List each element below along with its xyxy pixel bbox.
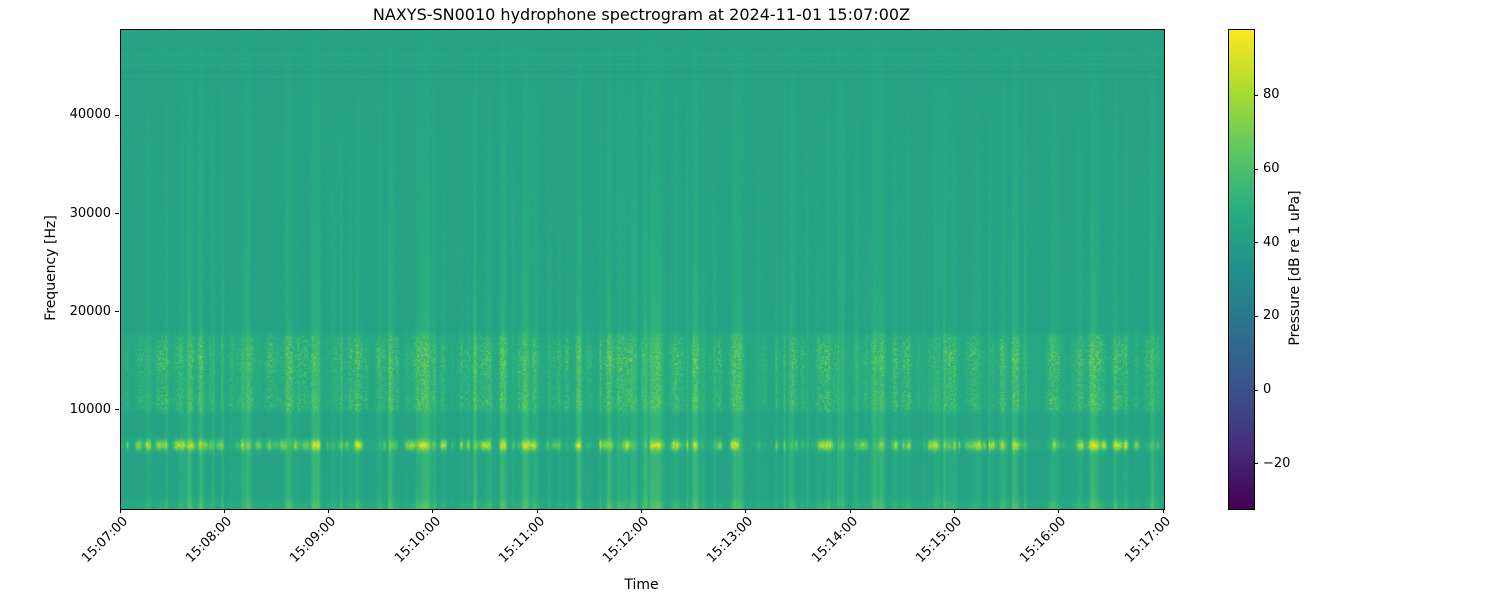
colorbar-tick-label: 40 [1263,234,1280,250]
x-tick-mark [432,509,434,513]
x-tick-label: 15:08:00 [183,514,235,566]
colorbar-tick-mark [1254,242,1258,244]
plot-title: NAXYS-SN0010 hydrophone spectrogram at 2… [372,5,911,24]
colorbar-tick-mark [1254,389,1258,391]
x-tick-label: 15:11:00 [495,514,548,566]
colorbar-tick-mark [1254,463,1258,465]
colorbar-tick-label: 0 [1263,382,1272,398]
y-tick-label: 40000 [69,107,111,123]
x-tick-label: 15:16:00 [1017,514,1070,566]
colorbar-tick-label: −20 [1263,455,1291,471]
x-tick-mark [223,509,225,513]
y-tick-label: 10000 [69,401,111,417]
x-tick-mark [536,509,538,513]
x-tick-label: 15:07:00 [78,514,131,566]
colorbar-tick-mark [1254,94,1258,96]
spectrogram-canvas [121,30,1164,509]
x-tick-mark [953,509,955,513]
x-tick-mark [1162,509,1164,513]
y-tick-mark [115,213,119,215]
y-tick-mark [115,311,119,313]
y-tick-label: 20000 [69,303,111,319]
colorbar [1228,29,1255,510]
x-tick-label: 15:15:00 [913,514,965,566]
y-tick-label: 30000 [69,205,111,221]
x-tick-mark [849,509,851,513]
x-tick-mark [745,509,747,513]
x-tick-label: 15:13:00 [704,514,757,566]
plot-area [120,29,1165,510]
x-tick-label: 15:12:00 [600,514,653,566]
colorbar-tick-label: 20 [1263,308,1280,324]
x-axis-label: Time [624,577,659,593]
x-tick-label: 15:09:00 [287,514,340,566]
x-tick-label: 15:17:00 [1121,514,1174,566]
y-tick-mark [115,114,119,116]
colorbar-canvas [1229,30,1254,509]
x-tick-mark [641,509,642,513]
colorbar-tick-mark [1254,168,1258,170]
colorbar-tick-label: 60 [1263,161,1280,176]
x-tick-label: 15:14:00 [808,514,861,566]
colorbar-tick-mark [1254,315,1258,317]
x-tick-label: 15:10:00 [391,514,444,566]
x-tick-mark [1058,509,1060,513]
colorbar-label: Pressure [dB re 1 uPa] [1287,190,1303,346]
colorbar-tick-label: 80 [1263,87,1280,103]
y-tick-mark [115,409,119,411]
x-tick-mark [119,509,121,513]
x-tick-mark [328,509,330,513]
